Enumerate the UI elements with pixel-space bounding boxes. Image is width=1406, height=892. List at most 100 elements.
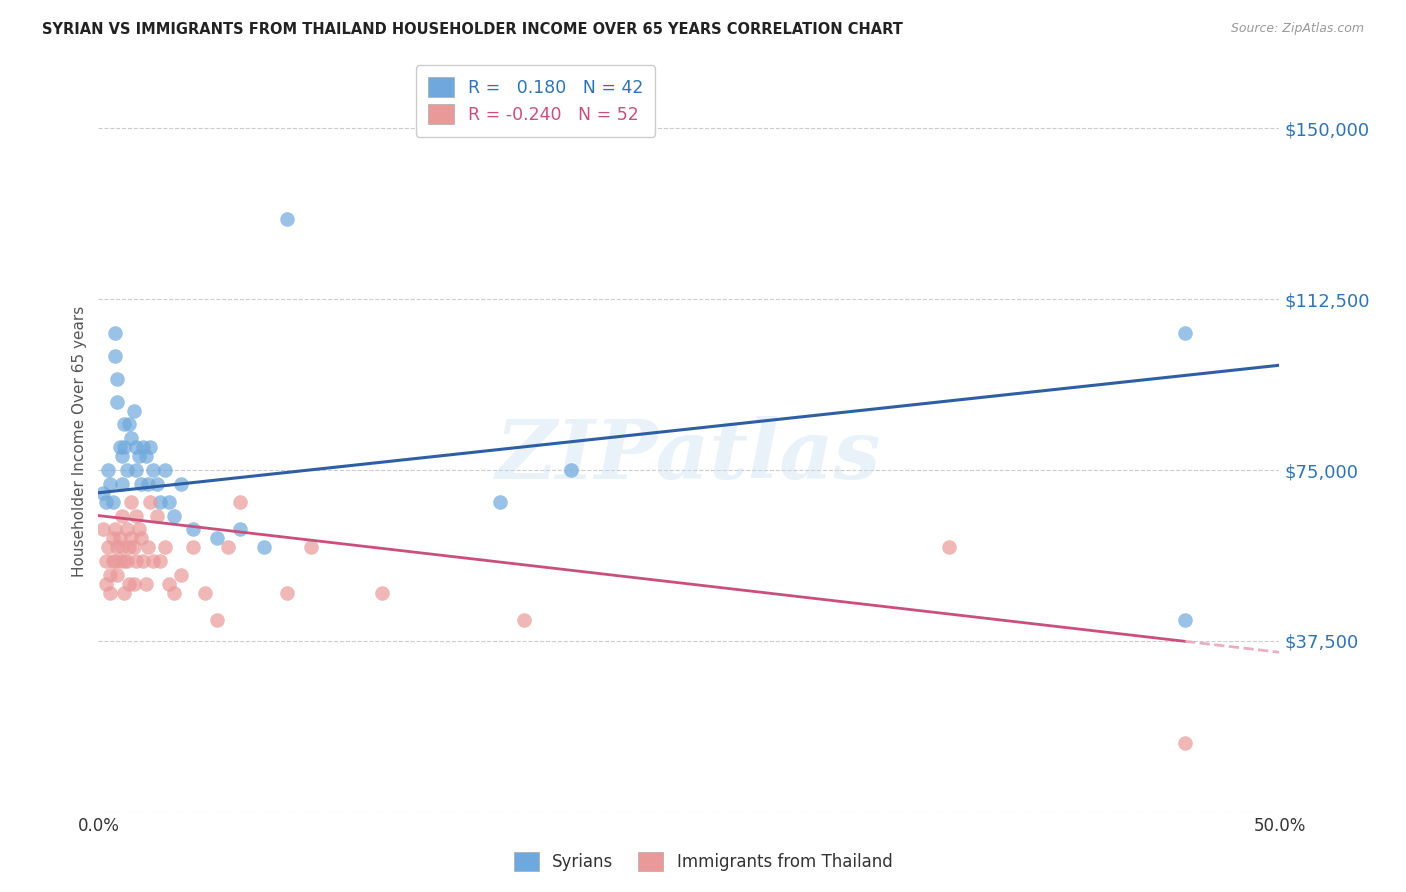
- Text: SYRIAN VS IMMIGRANTS FROM THAILAND HOUSEHOLDER INCOME OVER 65 YEARS CORRELATION : SYRIAN VS IMMIGRANTS FROM THAILAND HOUSE…: [42, 22, 903, 37]
- Point: [205, 613, 228, 627]
- Point: [489, 495, 512, 509]
- Point: [91, 485, 114, 500]
- Point: [122, 404, 145, 418]
- Legend: R =   0.180   N = 42, R = -0.240   N = 52: R = 0.180 N = 42, R = -0.240 N = 52: [416, 65, 655, 136]
- Point: [111, 508, 134, 523]
- Point: [149, 495, 172, 509]
- Point: [101, 554, 124, 568]
- Point: [108, 532, 131, 546]
- Point: [276, 212, 298, 227]
- Point: [512, 613, 534, 627]
- Point: [194, 586, 217, 600]
- Point: [122, 541, 145, 555]
- Point: [142, 554, 165, 568]
- Point: [205, 532, 228, 546]
- Point: [136, 476, 159, 491]
- Point: [105, 394, 128, 409]
- Point: [125, 440, 148, 454]
- Point: [125, 508, 148, 523]
- Point: [129, 476, 152, 491]
- Point: [163, 586, 186, 600]
- Point: [105, 541, 128, 555]
- Point: [122, 577, 145, 591]
- Point: [98, 476, 121, 491]
- Point: [139, 440, 162, 454]
- Point: [112, 440, 135, 454]
- Point: [108, 440, 131, 454]
- Y-axis label: Householder Income Over 65 years: Householder Income Over 65 years: [72, 306, 87, 577]
- Point: [111, 450, 134, 464]
- Point: [111, 541, 134, 555]
- Point: [98, 586, 121, 600]
- Point: [139, 495, 162, 509]
- Point: [299, 541, 322, 555]
- Point: [121, 431, 143, 445]
- Point: [91, 522, 114, 536]
- Point: [253, 541, 276, 555]
- Point: [157, 577, 180, 591]
- Point: [115, 463, 138, 477]
- Point: [112, 417, 135, 432]
- Point: [146, 508, 169, 523]
- Point: [163, 508, 186, 523]
- Point: [112, 554, 135, 568]
- Point: [118, 577, 141, 591]
- Point: [135, 450, 157, 464]
- Point: [115, 522, 138, 536]
- Point: [112, 586, 135, 600]
- Point: [938, 541, 960, 555]
- Point: [1174, 736, 1197, 750]
- Point: [170, 476, 193, 491]
- Legend: Syrians, Immigrants from Thailand: Syrians, Immigrants from Thailand: [505, 843, 901, 880]
- Point: [97, 463, 120, 477]
- Point: [132, 440, 155, 454]
- Text: ZIPatlas: ZIPatlas: [496, 417, 882, 496]
- Point: [104, 522, 127, 536]
- Point: [111, 476, 134, 491]
- Point: [181, 541, 204, 555]
- Point: [153, 463, 176, 477]
- Point: [94, 577, 117, 591]
- Point: [371, 586, 394, 600]
- Point: [101, 495, 124, 509]
- Point: [135, 577, 157, 591]
- Point: [125, 463, 148, 477]
- Text: Source: ZipAtlas.com: Source: ZipAtlas.com: [1230, 22, 1364, 36]
- Point: [105, 567, 128, 582]
- Point: [115, 554, 138, 568]
- Point: [97, 541, 120, 555]
- Point: [560, 463, 582, 477]
- Point: [229, 495, 252, 509]
- Point: [181, 522, 204, 536]
- Point: [101, 532, 124, 546]
- Point: [125, 554, 148, 568]
- Point: [132, 554, 155, 568]
- Point: [1174, 613, 1197, 627]
- Point: [129, 532, 152, 546]
- Point: [229, 522, 252, 536]
- Point: [105, 372, 128, 386]
- Point: [121, 495, 143, 509]
- Point: [108, 554, 131, 568]
- Point: [276, 586, 298, 600]
- Point: [104, 326, 127, 341]
- Point: [118, 417, 141, 432]
- Point: [104, 554, 127, 568]
- Point: [128, 450, 150, 464]
- Point: [136, 541, 159, 555]
- Point: [217, 541, 239, 555]
- Point: [98, 567, 121, 582]
- Point: [157, 495, 180, 509]
- Point: [128, 522, 150, 536]
- Point: [121, 532, 143, 546]
- Point: [94, 495, 117, 509]
- Point: [118, 541, 141, 555]
- Point: [170, 567, 193, 582]
- Point: [1174, 326, 1197, 341]
- Point: [94, 554, 117, 568]
- Point: [153, 541, 176, 555]
- Point: [146, 476, 169, 491]
- Point: [149, 554, 172, 568]
- Point: [142, 463, 165, 477]
- Point: [104, 349, 127, 363]
